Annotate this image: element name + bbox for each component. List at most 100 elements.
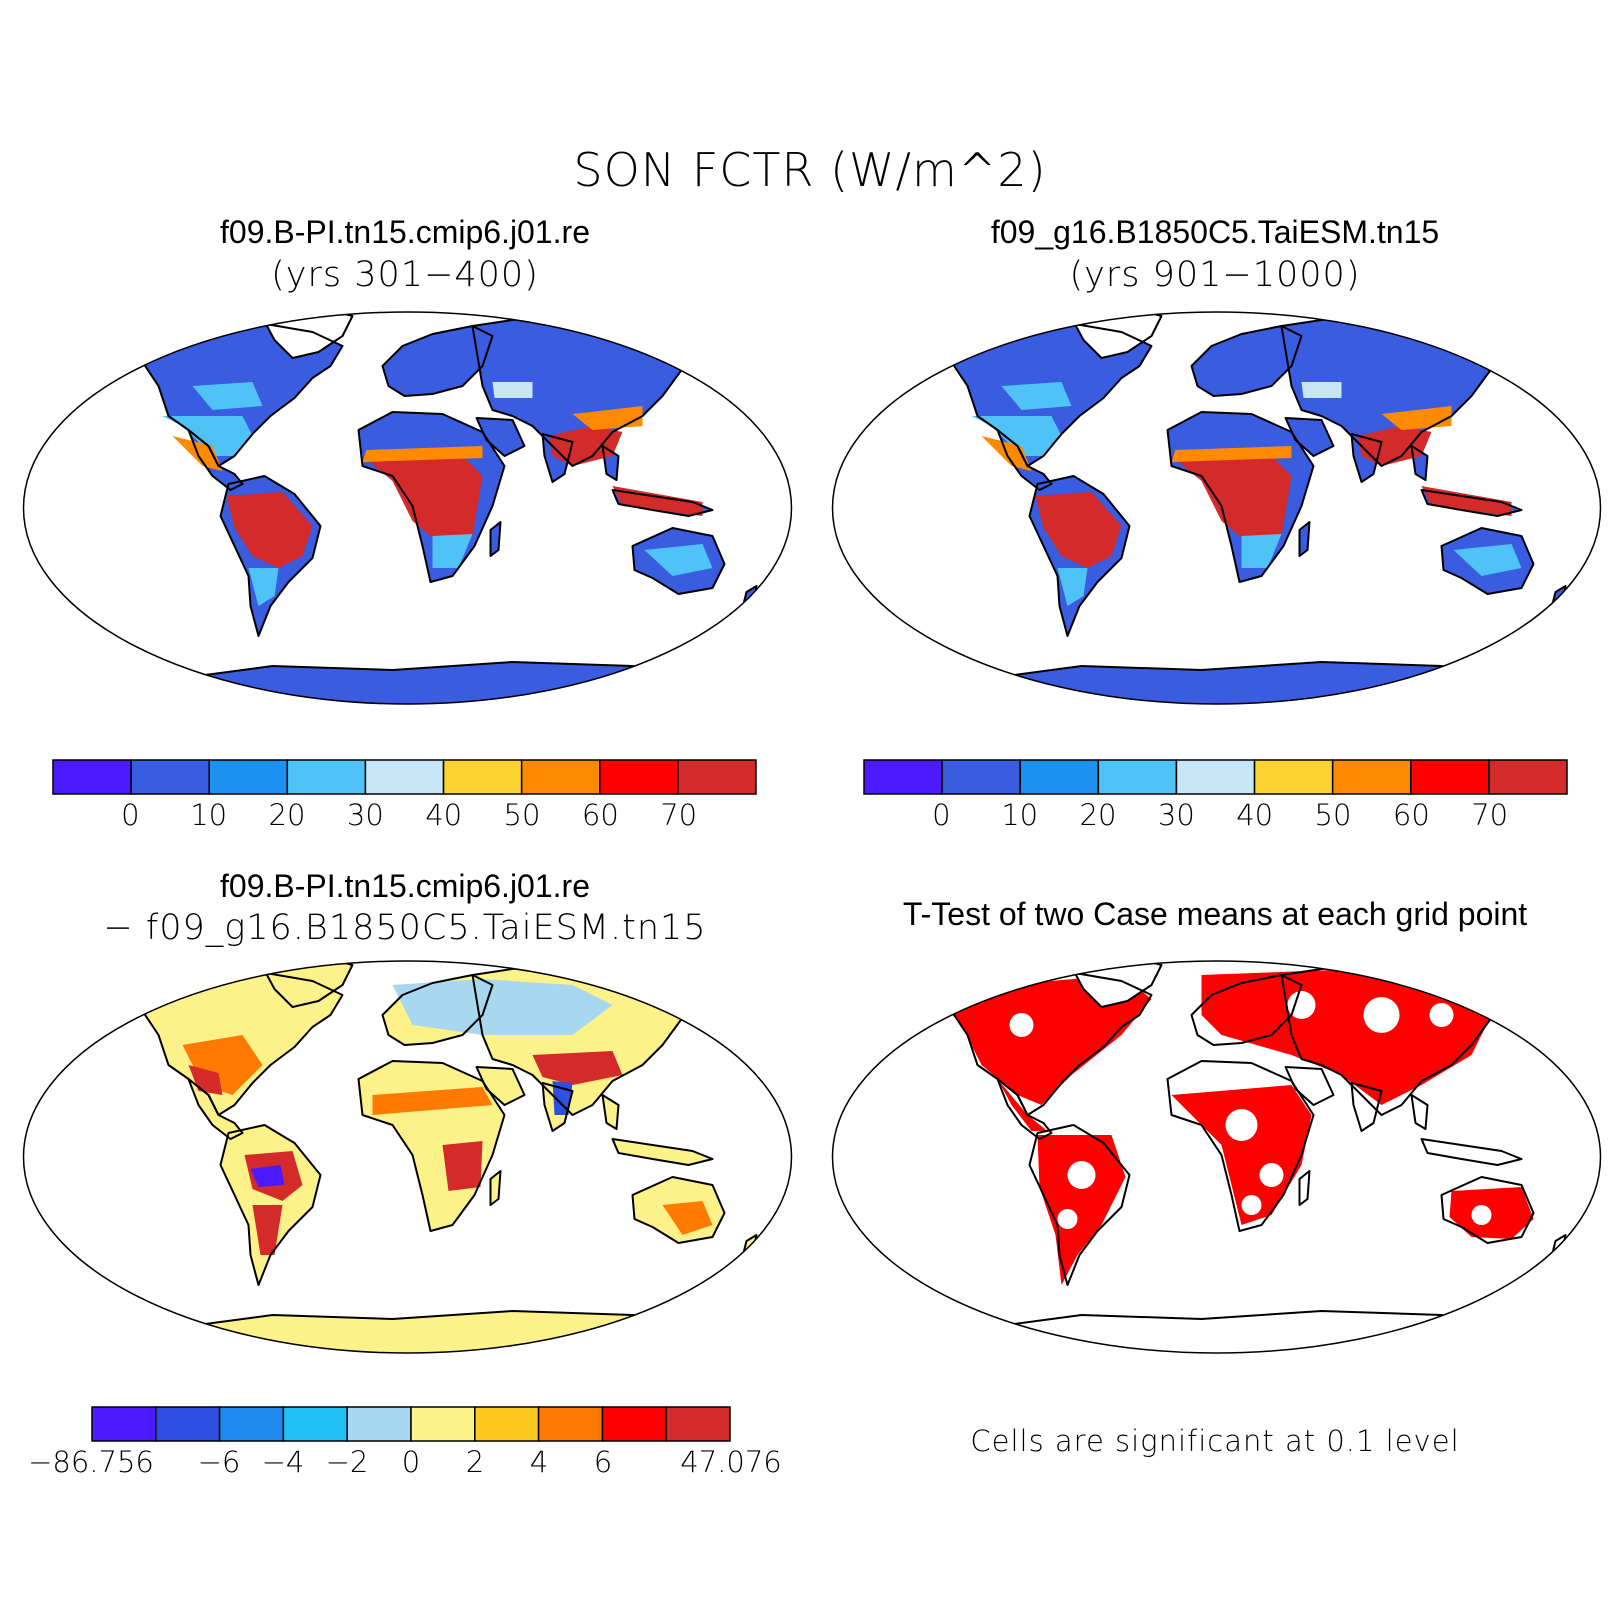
- panel-title-bottom-right: T-Test of two Case means at each grid po…: [902, 896, 1528, 932]
- colorbar-tick-label: 60: [581, 798, 619, 832]
- coastline-madagascar: [489, 1170, 502, 1206]
- colorbar-tick-label: 40: [425, 798, 463, 832]
- panel-subtitle-top-left: (yrs 301−400): [271, 255, 539, 295]
- colorbar-tick-label: 50: [1314, 798, 1352, 832]
- landmass-asia: [472, 314, 693, 466]
- colorbar-box: [1019, 759, 1100, 795]
- colorbar-box: [364, 759, 445, 795]
- coastline-india: [541, 1082, 574, 1132]
- colorbar-box: [1488, 759, 1568, 795]
- colorbar-box: [1097, 759, 1178, 795]
- panel-title-top-left: f09.B-PI.tn15.cmip6.j01.re: [220, 214, 590, 250]
- coastline-india: [1350, 1082, 1383, 1132]
- field-region: [1057, 568, 1088, 606]
- coastline-indonesia: [611, 489, 714, 517]
- colorbar-box: [155, 1406, 221, 1442]
- colorbar-tick-label: 20: [1079, 798, 1117, 832]
- colorbar-box: [410, 1406, 476, 1442]
- field-region: [442, 1141, 483, 1191]
- nonsignificant-patch: [1009, 1013, 1034, 1037]
- nonsignificant-patch: [1287, 991, 1316, 1019]
- colorbar-box: [474, 1406, 540, 1442]
- coastline-indonesia: [1420, 489, 1523, 517]
- colorbar-box: [599, 759, 679, 795]
- coastline-camerica: [187, 429, 244, 491]
- colorbar-box: [1331, 759, 1412, 795]
- field-region: [1381, 406, 1452, 430]
- nonsignificant-patch: [1241, 1195, 1262, 1215]
- coastline-indonesia: [611, 1138, 714, 1166]
- coastline-arabia: [1284, 1066, 1335, 1106]
- field-region: [248, 568, 279, 606]
- field-region: [252, 1205, 283, 1255]
- coastline-africa: [357, 1060, 506, 1232]
- coastline-greenland: [1068, 961, 1163, 1008]
- colorbar-top-right: [863, 759, 1568, 795]
- main-title: SON FCTR (W/m^2): [573, 143, 1047, 197]
- coastline-namerica: [918, 968, 1153, 1116]
- colorbar-box: [601, 1406, 667, 1442]
- colorbar-box: [130, 759, 210, 795]
- coastline-europe: [381, 325, 494, 397]
- panel-subtitle-bottom-left: − f09_g16.B1850C5.TaiESM.tn15: [103, 908, 707, 948]
- nonsignificant-patch: [1471, 1205, 1492, 1225]
- colorbar-box: [346, 1406, 412, 1442]
- colorbar-tick-label: 50: [503, 798, 541, 832]
- field-region: [226, 492, 313, 568]
- field-region: [931, 975, 1152, 1105]
- colorbar-top-left-boxes: [52, 759, 757, 795]
- colorbar-tick-label: 10: [190, 798, 228, 832]
- coastline-seasia: [1410, 445, 1429, 481]
- coastline-samerica: [219, 475, 322, 637]
- colorbar-tick-label: −4: [261, 1445, 305, 1479]
- coastline-australia: [631, 527, 726, 595]
- colorbar-tick-label: 10: [1001, 798, 1039, 832]
- nonsignificant-patch: [1259, 1163, 1284, 1187]
- colorbar-tick-label: 30: [346, 798, 384, 832]
- field-region: [1171, 1085, 1312, 1225]
- nonsignificant-patch: [1225, 1109, 1258, 1141]
- coastline-camerica: [996, 1078, 1053, 1140]
- map-border: [22, 960, 793, 1354]
- nonsignificant-patch: [1057, 1209, 1078, 1229]
- colorbar-top-left-labels: 0 10 20 30 40 50 60 70: [52, 798, 757, 838]
- field-region: [1001, 382, 1072, 410]
- colorbar-top-left: [52, 759, 757, 795]
- colorbar-tick-label: 60: [1392, 798, 1430, 832]
- field-region: [362, 446, 483, 462]
- colorbar-box: [537, 1406, 604, 1442]
- colorbar-box: [863, 759, 943, 795]
- field-region: [362, 456, 483, 546]
- colorbar-tick-label: 0: [401, 1445, 421, 1479]
- colorbar-box: [1175, 759, 1256, 795]
- colorbar-box: [677, 759, 757, 795]
- colorbar-tick-label: 6: [593, 1445, 613, 1479]
- colorbar-tick-label: 47.076: [680, 1445, 782, 1479]
- field-region: [188, 1065, 223, 1095]
- map-border: [831, 311, 1602, 705]
- coastline-arabia: [1284, 417, 1335, 457]
- significance-note: Cells are significant at 0.1 level: [970, 1424, 1460, 1458]
- landmass-arabia: [476, 1067, 525, 1105]
- field-region: [432, 534, 473, 568]
- coastline-madagascar: [1298, 1170, 1311, 1206]
- colorbar-bottom-left-boxes: [91, 1406, 731, 1442]
- coastline-camerica: [996, 429, 1053, 491]
- landmass-arabia: [1285, 1067, 1334, 1105]
- coastline-india: [541, 433, 574, 483]
- field-region: [1453, 544, 1522, 576]
- field-region: [971, 416, 1062, 456]
- nonsignificant-patch: [1429, 1003, 1454, 1027]
- colorbar-box: [442, 759, 523, 795]
- field-region: [662, 1201, 713, 1235]
- coastline-australia: [1440, 1176, 1535, 1244]
- field-region: [192, 382, 263, 410]
- coastline-namerica: [109, 319, 344, 467]
- coastline-europe: [1190, 974, 1303, 1046]
- coastline-greenland: [259, 961, 354, 1008]
- panel-title-bottom-left: f09.B-PI.tn15.cmip6.j01.re: [220, 868, 590, 904]
- field-region: [1301, 382, 1342, 398]
- coastline-antarctica: [970, 1310, 1493, 1353]
- colorbar-tick-label: −86.756: [28, 1445, 154, 1479]
- coastline-australia: [631, 1176, 726, 1244]
